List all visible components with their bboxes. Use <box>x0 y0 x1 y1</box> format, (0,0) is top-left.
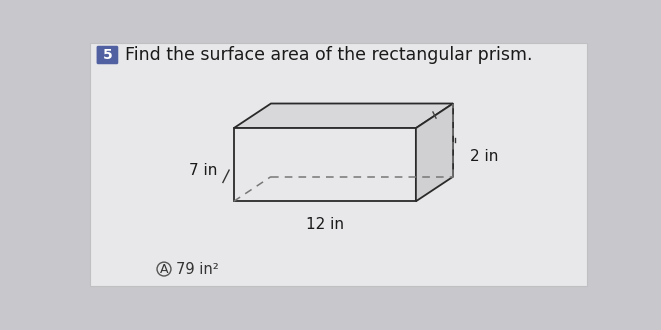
Text: 2 in: 2 in <box>470 149 498 164</box>
Text: 12 in: 12 in <box>306 217 344 232</box>
Text: 5: 5 <box>102 48 112 62</box>
Polygon shape <box>234 104 453 128</box>
Circle shape <box>157 262 171 276</box>
Polygon shape <box>234 128 416 201</box>
FancyBboxPatch shape <box>97 46 118 64</box>
Text: Find the surface area of the rectangular prism.: Find the surface area of the rectangular… <box>125 46 533 64</box>
FancyBboxPatch shape <box>91 44 587 286</box>
Polygon shape <box>416 104 453 201</box>
Text: A: A <box>160 263 169 276</box>
Text: 79 in²: 79 in² <box>176 262 218 277</box>
Text: 7 in: 7 in <box>188 163 217 179</box>
